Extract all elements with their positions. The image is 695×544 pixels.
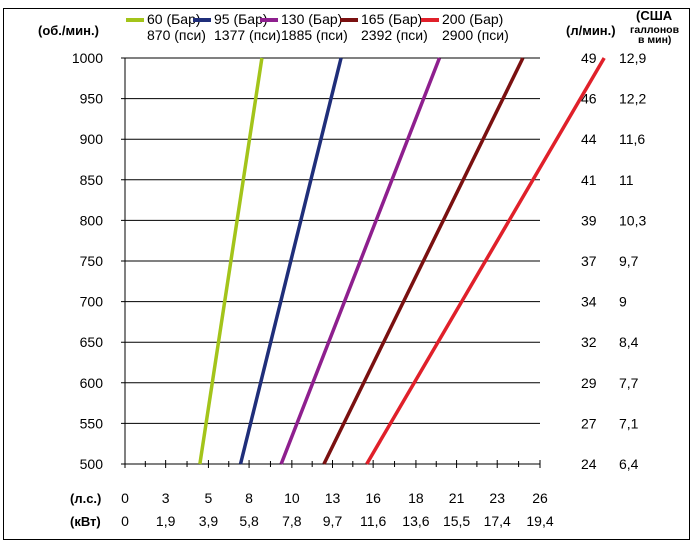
right-lpm-label: 44 [581, 131, 597, 147]
series-line-5 [365, 57, 606, 465]
right-gpm-label: 7,1 [619, 415, 639, 431]
series-line-1 [198, 57, 264, 465]
right-lpm-label: 24 [581, 456, 597, 472]
right-gpm-label: 8,4 [619, 334, 639, 350]
right-lpm-label: 37 [581, 253, 597, 269]
x-hp-tick-label: 8 [245, 490, 253, 506]
series-lines [198, 57, 606, 465]
right-gpm-label: 10,3 [619, 212, 646, 228]
ytick-label-550: 550 [80, 415, 104, 431]
x-hp-tick-label: 5 [205, 490, 213, 506]
x-hp-tick-label: 26 [532, 490, 548, 506]
legend-sublabel-3: 1885 (пси) [281, 27, 348, 43]
right-lpm-label: 32 [581, 334, 597, 350]
x-kw-tick-label: 3,9 [199, 513, 219, 529]
right-gpm-label: 11,6 [619, 131, 645, 147]
y-right-lpm-label: (л/мин.) [566, 23, 616, 38]
legend-label-2: 95 (Бар) [214, 11, 268, 27]
right-gpm-label: 6,4 [619, 456, 639, 472]
series-line-4 [322, 57, 525, 465]
x-kw-tick-label: 7,8 [282, 513, 302, 529]
x-hp-tick-label: 16 [365, 490, 381, 506]
right-lpm-label: 49 [581, 50, 597, 66]
x-hp-tick-label: 10 [284, 490, 300, 506]
y-right-gpm-label-line1: (США [636, 8, 673, 23]
legend-sublabel-2: 1377 (пси) [214, 27, 281, 43]
legend-label-4: 165 (Бар) [361, 11, 422, 27]
ytick-label-800: 800 [80, 212, 104, 228]
x-kw-tick-label: 1,9 [156, 513, 176, 529]
legend-sublabel-5: 2900 (пси) [442, 27, 509, 43]
x-kw-tick-label: 5,8 [239, 513, 259, 529]
legend: 60 (Бар)870 (пси) 95 (Бар)1377 (пси)130 (… [126, 11, 509, 43]
chart-frame [3, 8, 690, 540]
legend-label-1: 60 (Бар) [147, 11, 201, 27]
x-kw-tick-label: 11,6 [360, 513, 386, 529]
ytick-label-1000: 1000 [72, 50, 103, 66]
ytick-label-750: 750 [80, 253, 104, 269]
legend-label-5: 200 (Бар) [442, 11, 503, 27]
ytick-label-650: 650 [80, 334, 104, 350]
y-right-gpm-label-line2: галлонов [630, 24, 680, 36]
y-right-gpm-label-line3: в мин) [638, 34, 671, 46]
series-line-2 [238, 57, 343, 465]
right-gpm-label: 9,7 [619, 253, 639, 269]
x-kw-tick-label: 19,4 [526, 513, 553, 529]
right-gpm-label: 9 [619, 294, 627, 310]
x-hp-tick-label: 0 [121, 490, 129, 506]
ytick-label-900: 900 [80, 131, 104, 147]
legend-sublabel-1: 870 (пси) [147, 27, 206, 43]
right-gpm-label: 12,2 [619, 91, 646, 107]
x-kw-axis-label: (кВт) [70, 514, 101, 529]
ytick-label-850: 850 [80, 172, 104, 188]
ytick-label-950: 950 [80, 91, 104, 107]
right-lpm-label: 39 [581, 212, 597, 228]
x-kw-tick-label: 17,4 [484, 513, 511, 529]
x-kw-tick-label: 13,6 [402, 513, 429, 529]
x-hp-tick-label: 21 [449, 490, 465, 506]
right-gpm-label: 12,9 [619, 50, 646, 66]
legend-sublabel-4: 2392 (пси) [361, 27, 428, 43]
right-lpm-label: 41 [581, 172, 597, 188]
y-left-axis-label: (об./мин.) [38, 23, 99, 38]
x-kw-tick-label: 9,7 [323, 513, 343, 529]
ytick-label-700: 700 [80, 294, 104, 310]
right-lpm-label: 29 [581, 375, 597, 391]
right-lpm-label: 27 [581, 415, 597, 431]
right-lpm-label: 34 [581, 294, 597, 310]
x-kw-tick-label: 0 [121, 513, 129, 529]
x-hp-tick-label: 13 [325, 490, 341, 506]
right-gpm-label: 7,7 [619, 375, 639, 391]
x-hp-axis-label: (л.с.) [70, 491, 101, 506]
series-line-3 [279, 57, 442, 465]
ytick-label-600: 600 [80, 375, 104, 391]
x-kw-tick-label: 15,5 [443, 513, 470, 529]
x-hp-tick-label: 3 [162, 490, 170, 506]
ytick-label-500: 500 [80, 456, 104, 472]
legend-label-3: 130 (Бар) [281, 11, 342, 27]
right-gpm-label: 11 [619, 172, 634, 188]
x-hp-tick-label: 18 [408, 490, 424, 506]
grid-lines [121, 57, 540, 465]
right-lpm-label: 46 [581, 91, 597, 107]
x-hp-tick-label: 23 [489, 490, 505, 506]
